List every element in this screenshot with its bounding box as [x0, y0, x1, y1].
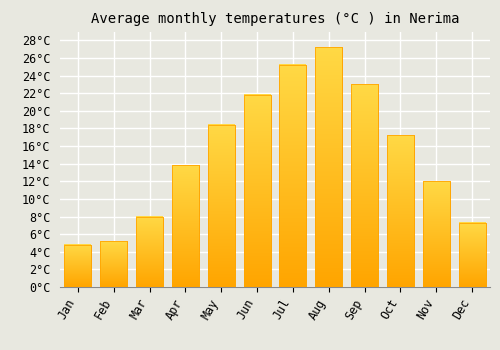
Bar	[64, 245, 92, 287]
Bar	[387, 135, 414, 287]
Bar	[136, 217, 163, 287]
Bar	[100, 241, 127, 287]
Bar	[423, 181, 450, 287]
Bar	[423, 181, 450, 287]
Bar	[208, 125, 234, 287]
Bar	[458, 223, 485, 287]
Bar	[244, 95, 270, 287]
Title: Average monthly temperatures (°C ) in Nerima: Average monthly temperatures (°C ) in Ne…	[91, 12, 459, 26]
Bar	[316, 47, 342, 287]
Bar	[172, 166, 199, 287]
Bar	[351, 84, 378, 287]
Bar	[208, 125, 234, 287]
Bar	[172, 166, 199, 287]
Bar	[64, 245, 92, 287]
Bar	[316, 47, 342, 287]
Bar	[458, 223, 485, 287]
Bar	[280, 65, 306, 287]
Bar	[387, 135, 414, 287]
Bar	[100, 241, 127, 287]
Bar	[280, 65, 306, 287]
Bar	[351, 84, 378, 287]
Bar	[136, 217, 163, 287]
Bar	[244, 95, 270, 287]
